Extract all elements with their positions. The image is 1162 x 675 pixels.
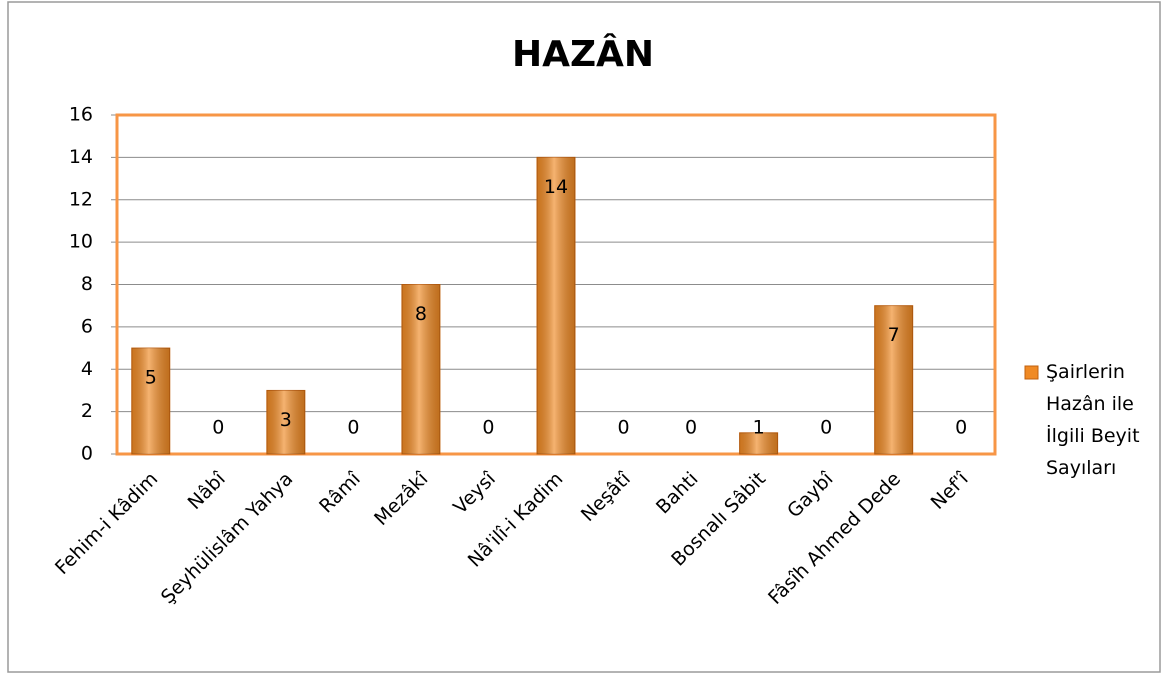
legend-marker [1024, 365, 1039, 380]
y-tick-label: 6 [81, 315, 93, 337]
data-label: 14 [544, 176, 568, 198]
bar-shine [874, 305, 913, 454]
y-tick-label: 8 [81, 273, 93, 295]
data-label: 5 [145, 367, 157, 389]
bar-shine [537, 157, 575, 454]
y-tick-label: 4 [81, 358, 93, 380]
chart-title: HAZÂN [512, 33, 654, 75]
bar-shine [739, 432, 778, 454]
data-label: 0 [685, 417, 697, 439]
bar-shine [401, 284, 440, 454]
data-label: 0 [955, 417, 967, 439]
data-label: 7 [888, 324, 900, 346]
y-tick-label: 0 [81, 443, 93, 465]
y-tick-label: 10 [69, 231, 93, 253]
y-tick-label: 16 [69, 104, 93, 126]
bar-shine [131, 348, 170, 454]
data-label: 0 [212, 417, 224, 439]
y-tick-label: 12 [69, 188, 93, 210]
legend-label: Şairlerin Hazân ile İlgili Beyit Sayılar… [1046, 361, 1140, 479]
y-tick-label: 2 [81, 400, 93, 422]
data-label: 8 [415, 303, 427, 325]
y-tick-label: 14 [69, 146, 93, 168]
data-label: 0 [347, 417, 359, 439]
data-label: 3 [280, 409, 292, 431]
data-label: 1 [753, 417, 765, 439]
data-label: 0 [482, 417, 494, 439]
data-label: 0 [820, 417, 832, 439]
data-label: 0 [617, 417, 629, 439]
bar-shine [266, 390, 305, 454]
